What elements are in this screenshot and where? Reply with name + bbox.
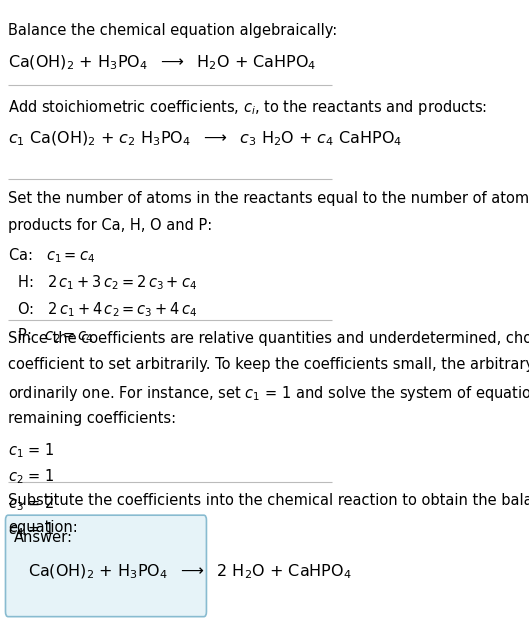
Text: $c_2$ = 1: $c_2$ = 1 bbox=[8, 468, 54, 487]
Text: P:   $c_2 = c_4$: P: $c_2 = c_4$ bbox=[8, 327, 94, 345]
Text: O:   $2\,c_1 + 4\,c_2 = c_3 + 4\,c_4$: O: $2\,c_1 + 4\,c_2 = c_3 + 4\,c_4$ bbox=[8, 300, 198, 319]
Text: Ca(OH)$_2$ + H$_3$PO$_4$  $\longrightarrow$  H$_2$O + CaHPO$_4$: Ca(OH)$_2$ + H$_3$PO$_4$ $\longrightarro… bbox=[8, 54, 317, 72]
Text: ordinarily one. For instance, set $c_1$ = 1 and solve the system of equations fo: ordinarily one. For instance, set $c_1$ … bbox=[8, 384, 529, 403]
Text: Since the coefficients are relative quantities and underdetermined, choose a: Since the coefficients are relative quan… bbox=[8, 331, 529, 346]
Text: Add stoichiometric coefficients, $c_i$, to the reactants and products:: Add stoichiometric coefficients, $c_i$, … bbox=[8, 98, 487, 117]
Text: remaining coefficients:: remaining coefficients: bbox=[8, 411, 176, 426]
Text: $c_1$ = 1: $c_1$ = 1 bbox=[8, 441, 54, 460]
Text: H:   $2\,c_1 + 3\,c_2 = 2\,c_3 + c_4$: H: $2\,c_1 + 3\,c_2 = 2\,c_3 + c_4$ bbox=[8, 273, 197, 292]
Text: equation:: equation: bbox=[8, 520, 78, 534]
Text: Substitute the coefficients into the chemical reaction to obtain the balanced: Substitute the coefficients into the che… bbox=[8, 493, 529, 508]
Text: Balance the chemical equation algebraically:: Balance the chemical equation algebraica… bbox=[8, 23, 338, 38]
Text: Ca:   $c_1 = c_4$: Ca: $c_1 = c_4$ bbox=[8, 246, 95, 265]
Text: $c_1$ Ca(OH)$_2$ + $c_2$ H$_3$PO$_4$  $\longrightarrow$  $c_3$ H$_2$O + $c_4$ Ca: $c_1$ Ca(OH)$_2$ + $c_2$ H$_3$PO$_4$ $\l… bbox=[8, 129, 403, 147]
Text: $c_3$ = 2: $c_3$ = 2 bbox=[8, 494, 54, 513]
FancyBboxPatch shape bbox=[5, 515, 206, 616]
Text: Answer:: Answer: bbox=[13, 530, 72, 545]
Text: products for Ca, H, O and P:: products for Ca, H, O and P: bbox=[8, 218, 213, 233]
Text: $c_4$ = 1: $c_4$ = 1 bbox=[8, 521, 54, 539]
Text: Set the number of atoms in the reactants equal to the number of atoms in the: Set the number of atoms in the reactants… bbox=[8, 191, 529, 206]
Text: Ca(OH)$_2$ + H$_3$PO$_4$  $\longrightarrow$  2 H$_2$O + CaHPO$_4$: Ca(OH)$_2$ + H$_3$PO$_4$ $\longrightarro… bbox=[28, 562, 352, 581]
Text: coefficient to set arbitrarily. To keep the coefficients small, the arbitrary va: coefficient to set arbitrarily. To keep … bbox=[8, 357, 529, 372]
